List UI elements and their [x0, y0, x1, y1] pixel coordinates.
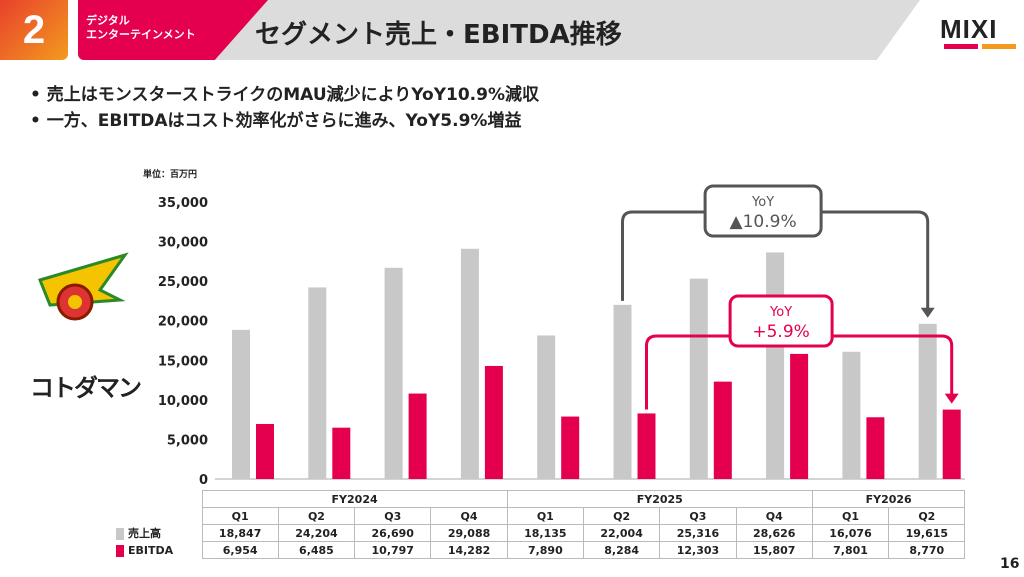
- quarter-header: Q2: [277, 507, 356, 525]
- y-tick-label: 15,000: [158, 354, 208, 369]
- ebitda-cell: 14,282: [430, 541, 508, 559]
- mixi-logo: MIXI: [940, 14, 998, 44]
- y-tick-label: 0: [199, 473, 208, 488]
- sales-cell: 29,088: [430, 524, 508, 542]
- ebitda-bar: [866, 417, 885, 479]
- legend-ebitda: EBITDA: [114, 541, 203, 559]
- ebitda-cell: 15,807: [735, 541, 813, 559]
- ebitda-cell: 7,801: [811, 541, 890, 559]
- bullet-item: 一方、EBITDAはコスト効率化がさらに進み、YoY5.9%増益: [30, 108, 539, 134]
- y-tick-label: 20,000: [158, 315, 208, 330]
- sales-cell: 16,076: [811, 524, 890, 542]
- year-header: FY2025: [506, 490, 813, 508]
- quarter-header: Q2: [582, 507, 661, 525]
- legend-label: 売上高: [128, 527, 161, 540]
- segment-label: デジタル エンターテインメント: [78, 0, 268, 60]
- bullet-list: 売上はモンスターストライクのMAU減少によりYoY10.9%減収 一方、EBIT…: [30, 82, 539, 134]
- page-title: セグメント売上・EBITDA推移: [255, 20, 622, 50]
- ebitda-cell: 10,797: [354, 541, 432, 559]
- ebitda-bar: [332, 427, 351, 479]
- arrow-head-icon: [920, 307, 935, 318]
- bullet-item: 売上はモンスターストライクのMAU減少によりYoY10.9%減収: [30, 82, 539, 108]
- logo-bars: [944, 44, 1016, 49]
- quarter-header: Q2: [888, 507, 966, 525]
- ebitda-cell: 12,303: [659, 541, 737, 559]
- sales-cell: 18,847: [201, 524, 279, 542]
- sales-bar: [613, 304, 632, 479]
- sales-bar: [537, 335, 556, 479]
- y-tick-label: 10,000: [158, 394, 208, 409]
- data-table: FY2024 FY2025 FY2026 Q1 Q2 Q3 Q4 Q1 Q2 Q3 Q4 Q1 Q2 …: [114, 490, 966, 559]
- yoy-label: YoY: [769, 305, 792, 320]
- quarter-header: Q3: [354, 507, 432, 525]
- year-header: FY2026: [811, 490, 966, 508]
- y-tick-label: 25,000: [158, 275, 208, 290]
- sales-cell: 18,135: [506, 524, 584, 542]
- ebitda-bar: [484, 365, 503, 479]
- yoy-value: ▲10.9%: [730, 212, 797, 232]
- sales-cell: 26,690: [354, 524, 432, 542]
- sales-cell: 28,626: [735, 524, 813, 542]
- sales-bar: [918, 323, 937, 479]
- quarter-header: Q4: [735, 507, 813, 525]
- ebitda-bar: [637, 413, 656, 479]
- ebitda-cell: 6,954: [201, 541, 279, 559]
- page-number: 16: [1000, 556, 1020, 572]
- yoy-box: [703, 184, 823, 238]
- ebitda-bar: [790, 353, 809, 479]
- sales-bar: [308, 287, 327, 479]
- sales-cell: 24,204: [277, 524, 356, 542]
- y-tick-label: 35,000: [158, 196, 208, 211]
- sales-bar: [460, 248, 479, 479]
- yoy-box: [728, 294, 834, 348]
- sales-bar: [384, 267, 403, 479]
- sales-cell: 25,316: [659, 524, 737, 542]
- ebitda-bar: [713, 381, 732, 479]
- ebitda-bar: [561, 416, 580, 479]
- segment-line: デジタル: [86, 14, 130, 27]
- monster-strike-logo: [37, 252, 129, 321]
- quarter-header: Q4: [430, 507, 508, 525]
- ebitda-cell: 6,485: [277, 541, 356, 559]
- ebitda-bar: [942, 409, 961, 479]
- arrow-head-icon: [944, 393, 959, 404]
- sales-bar: [232, 329, 250, 479]
- ebitda-cell: 7,890: [506, 541, 584, 559]
- ebitda-cell: 8,284: [582, 541, 661, 559]
- segment-line: エンターテインメント: [86, 28, 196, 41]
- yoy-label: YoY: [751, 195, 774, 210]
- yoy-value: +5.9%: [752, 322, 809, 342]
- sales-cell: 19,615: [888, 524, 966, 542]
- sales-bar: [689, 278, 708, 479]
- unit-label: 単位：百万円: [143, 170, 198, 180]
- ebitda-bar: [256, 423, 274, 479]
- kotodaman-logo: コトダマン: [30, 374, 142, 402]
- legend-sales: 売上高: [114, 524, 203, 542]
- sales-bar: [766, 252, 785, 479]
- legend-label: EBITDA: [128, 543, 174, 557]
- ebitda-cell: 8,770: [888, 541, 966, 559]
- y-tick-label: 5,000: [167, 433, 208, 448]
- year-header: FY2024: [201, 490, 508, 508]
- quarter-header: Q1: [811, 507, 890, 525]
- y-tick-label: 30,000: [158, 236, 208, 251]
- section-number: 2: [0, 0, 68, 60]
- sales-bar: [842, 351, 861, 479]
- sales-cell: 22,004: [582, 524, 661, 542]
- ebitda-bar: [408, 393, 427, 479]
- quarter-header: Q1: [506, 507, 584, 525]
- quarter-header: Q3: [659, 507, 737, 525]
- quarter-header: Q1: [201, 507, 279, 525]
